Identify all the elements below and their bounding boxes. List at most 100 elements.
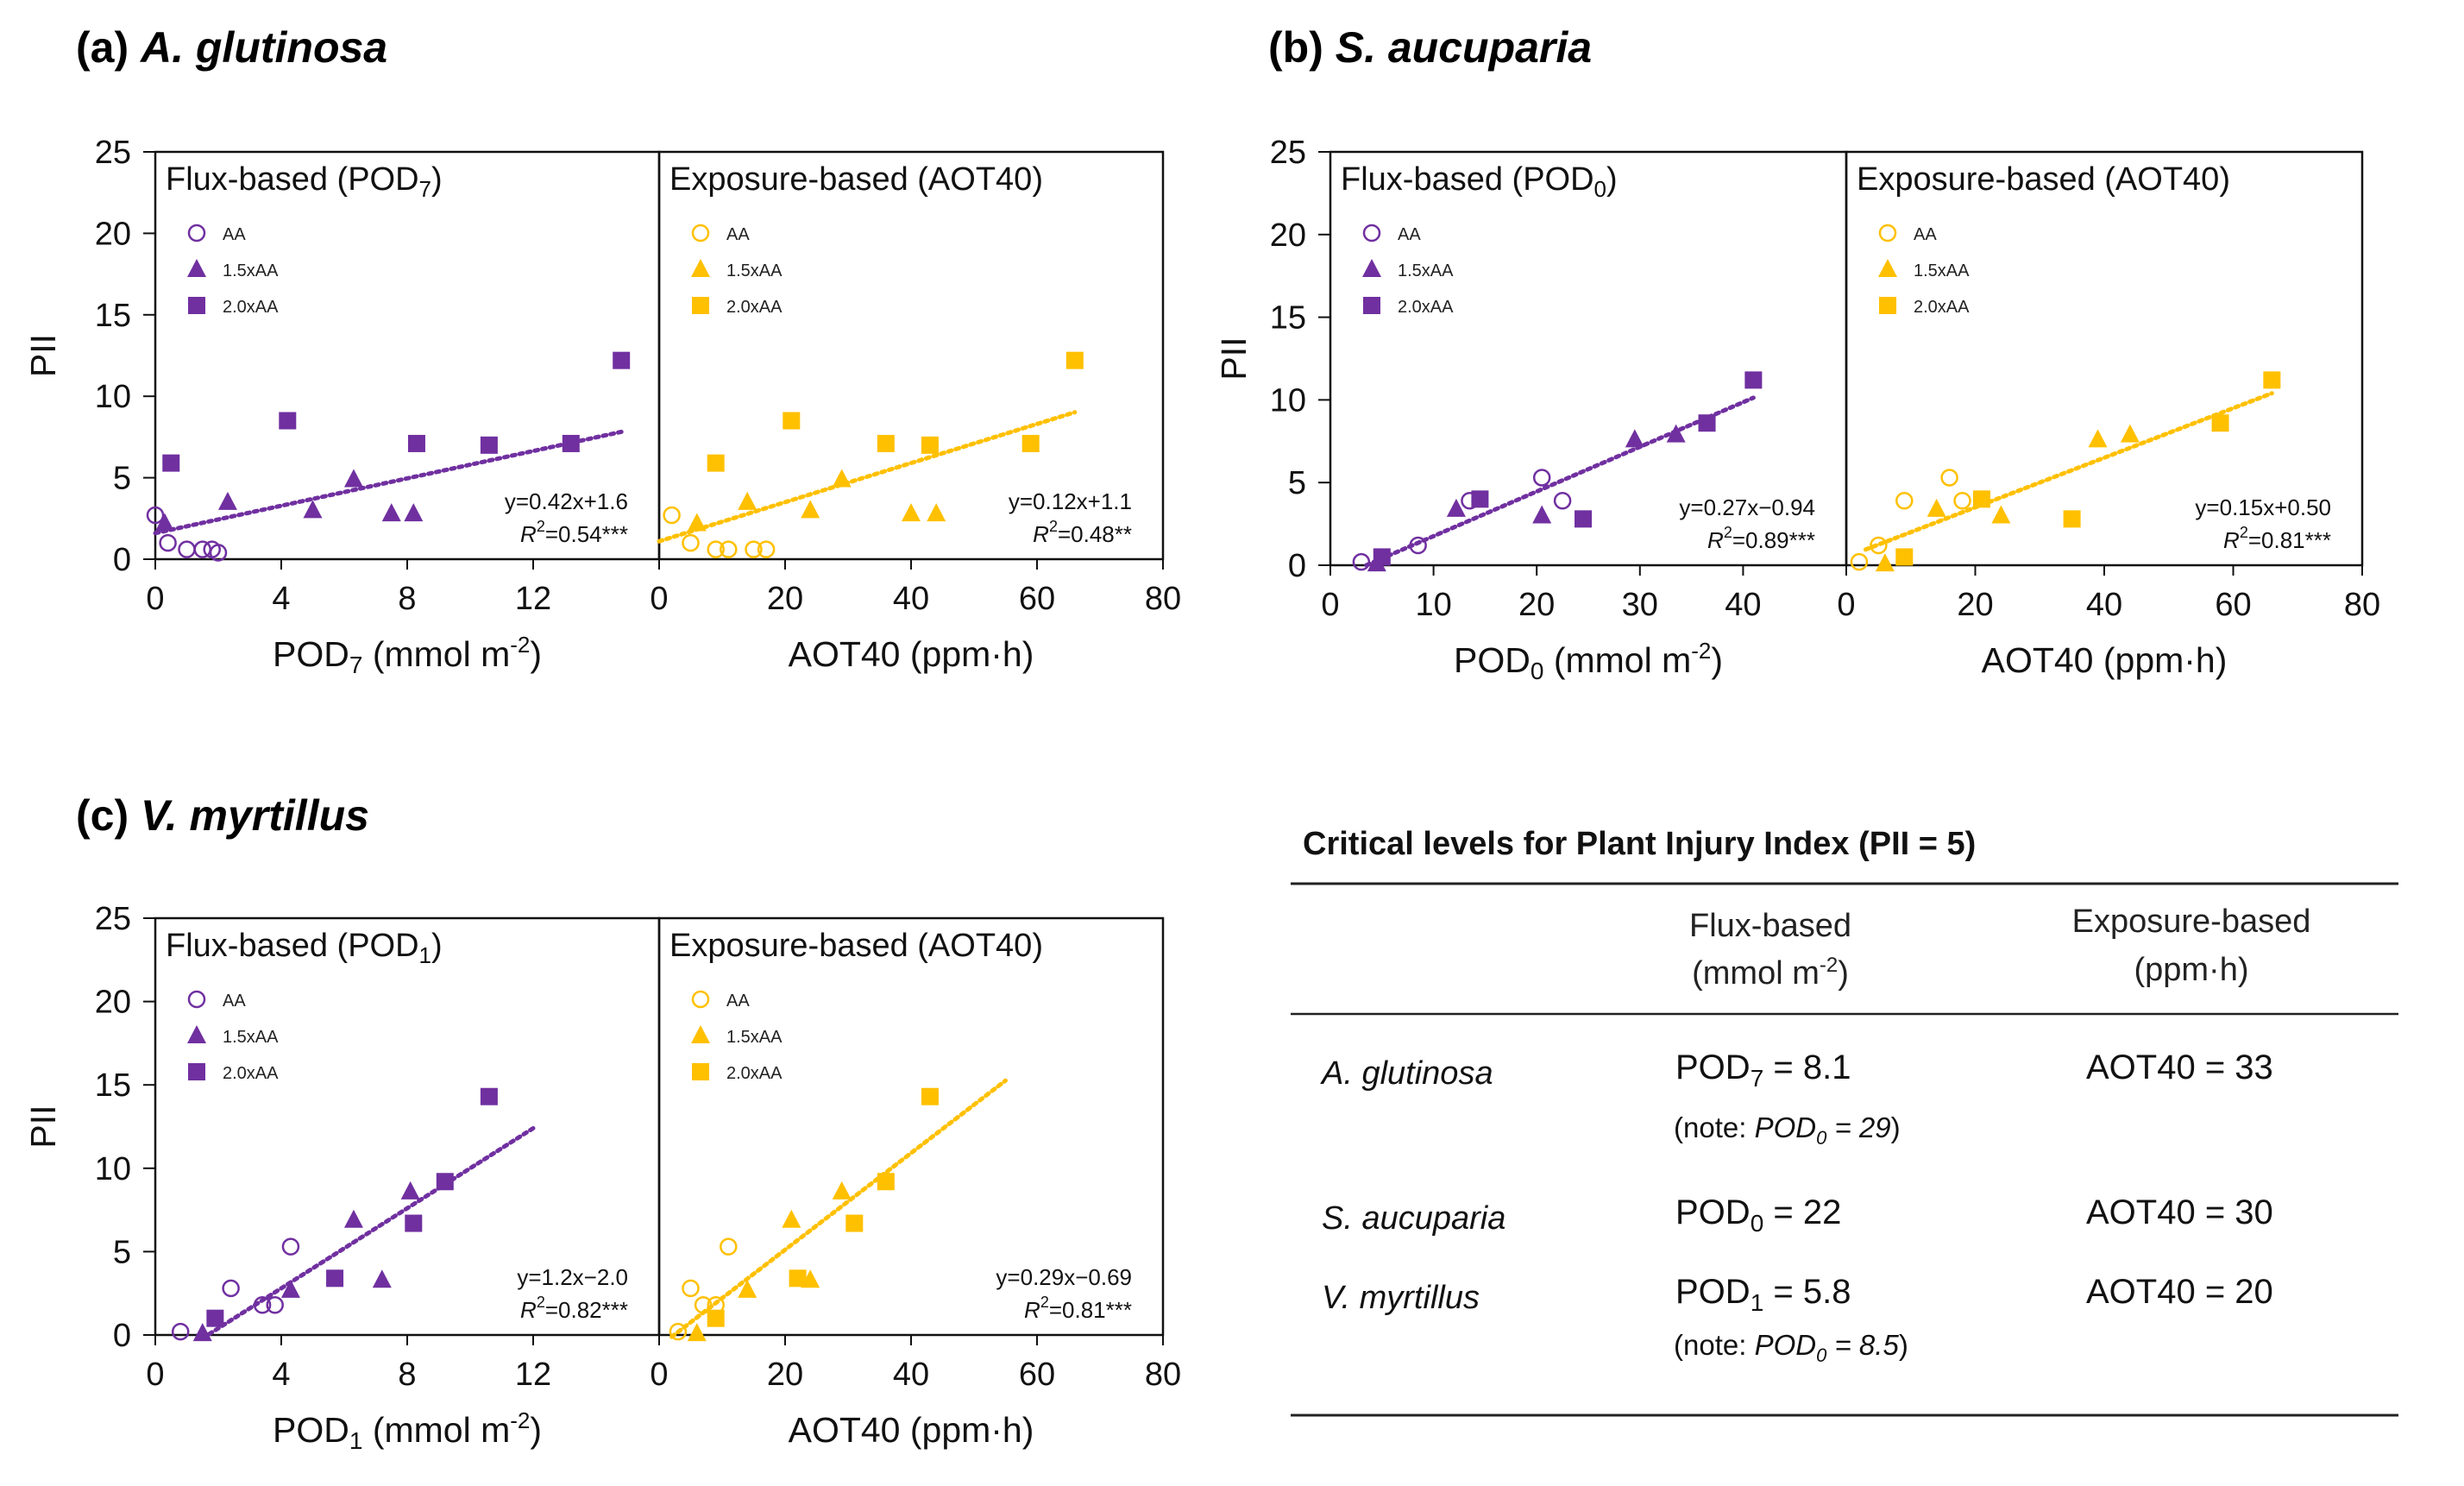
legend-marker-square [1879, 297, 1896, 314]
data-point-square [279, 412, 297, 430]
data-point-square [783, 412, 801, 430]
data-point-circle [1532, 469, 1551, 487]
panel-label: Exposure-based (AOT40) [669, 161, 1043, 198]
data-point-circle [694, 1295, 713, 1314]
flux-note: (note: POD0 = 29) [1674, 1111, 1901, 1149]
data-point-triangle [343, 1209, 363, 1228]
data-point-triangle [1625, 429, 1644, 448]
trend-line [153, 429, 624, 536]
panel-label: Flux-based (POD7) [166, 161, 443, 202]
chart-title: (a) A. glutinosa [76, 23, 387, 72]
x-tick-label: 60 [1019, 581, 1055, 617]
trend-line [657, 410, 1078, 544]
fit-r-squared: R2=0.54*** [520, 518, 628, 547]
data-point-square [877, 434, 895, 452]
legend-marker-triangle [691, 259, 710, 277]
x-tick-label: 30 [1622, 587, 1658, 623]
data-point-square [2211, 414, 2229, 432]
data-point-triangle [280, 1279, 300, 1298]
x-tick-label: 0 [650, 1357, 668, 1393]
data-point-triangle [381, 503, 401, 522]
legend-marker-circle [187, 224, 206, 242]
legend-marker-circle [1362, 224, 1381, 242]
data-point-triangle [1927, 498, 1946, 517]
y-tick-label: 5 [113, 1234, 131, 1270]
data-point-square [162, 454, 180, 472]
panel-label: Exposure-based (AOT40) [669, 928, 1043, 964]
data-point-circle [178, 540, 196, 558]
legend-marker-triangle [187, 1025, 206, 1043]
fit-r-squared: R2=0.81*** [1024, 1294, 1132, 1323]
x-tick-label: 10 [1415, 587, 1451, 623]
data-point-triangle [2088, 429, 2108, 448]
data-point-triangle [1446, 498, 1466, 517]
x-tick-label: 80 [1145, 1357, 1181, 1393]
data-point-triangle [902, 503, 921, 522]
legend-label: 1.5xAA [223, 261, 279, 280]
data-point-circle [146, 506, 165, 525]
legend-label: AA [1914, 225, 1937, 244]
panel-label: Exposure-based (AOT40) [1857, 161, 2230, 198]
data-point-square [480, 436, 498, 454]
y-axis-label: PII [1214, 337, 1254, 380]
data-point-square [1972, 490, 1990, 508]
data-point-triangle [832, 1181, 852, 1200]
x-tick-label: 4 [272, 1357, 290, 1393]
legend-label: 1.5xAA [1914, 261, 1970, 280]
y-axis-label: PII [23, 334, 63, 377]
legend-marker-circle [691, 224, 710, 242]
legend-marker-square [188, 1063, 205, 1080]
fit-equation: y=0.42x+1.6 [505, 488, 628, 514]
x-tick-label: 40 [893, 1357, 929, 1393]
x-tick-label: 12 [515, 1357, 551, 1393]
x-axis-label: AOT40 (ppm·h) [789, 1410, 1034, 1450]
data-point-circle [1953, 492, 1971, 510]
panel-exposure: 0 20 40 60 80 AOT40 (ppm·h) Exposure-based (AO… [650, 150, 1181, 674]
y-tick-label: 15 [95, 298, 131, 334]
data-point-triangle [192, 1323, 212, 1342]
legend-label: 1.5xAA [726, 1028, 783, 1047]
x-axis-label: POD0 (mmol m-2) [1454, 638, 1723, 684]
critical-levels-table: Critical levels for Plant Injury Index (… [1291, 826, 2398, 1417]
legend-marker-circle [691, 990, 710, 1009]
flux-column-unit: (mmol m-2) [1692, 954, 1849, 992]
data-point-circle [682, 533, 700, 552]
data-point-square [407, 434, 425, 452]
y-tick-label: 0 [113, 1318, 131, 1354]
data-point-square [921, 1087, 939, 1105]
data-point-triangle [1666, 424, 1686, 443]
x-axis-label: AOT40 (ppm·h) [1982, 640, 2228, 680]
data-point-circle [745, 540, 763, 558]
legend-label: 1.5xAA [1398, 261, 1454, 280]
data-point-circle [281, 1237, 300, 1256]
data-point-circle [669, 1322, 688, 1341]
x-axis-label: AOT40 (ppm·h) [789, 634, 1034, 674]
data-point-triangle [687, 1323, 707, 1342]
y-tick-label: 0 [1288, 548, 1306, 584]
exposure-critical-level: AOT40 = 33 [2086, 1048, 2273, 1086]
data-point-square [1471, 490, 1489, 508]
legend-marker-circle [187, 990, 206, 1009]
data-point-square [1895, 548, 1914, 566]
x-axis-label: POD1 (mmol m-2) [273, 1407, 542, 1454]
data-point-triangle [738, 491, 757, 510]
legend-label: 1.5xAA [726, 261, 783, 280]
trend-line [1364, 395, 1756, 568]
y-tick-label: 20 [95, 985, 131, 1021]
y-tick-label: 10 [1270, 382, 1306, 419]
data-point-square [206, 1309, 224, 1327]
data-point-circle [1850, 552, 1869, 571]
legend-marker-square [692, 297, 709, 314]
y-tick-label: 10 [95, 1151, 131, 1187]
data-point-square [707, 1309, 725, 1327]
data-point-triangle [687, 513, 707, 532]
data-point-triangle [1875, 553, 1895, 572]
y-tick-label: 15 [1270, 300, 1306, 337]
data-point-triangle [404, 503, 424, 522]
data-point-square [1575, 510, 1593, 528]
x-tick-label: 40 [2086, 587, 2122, 623]
legend-label: AA [726, 992, 750, 1011]
